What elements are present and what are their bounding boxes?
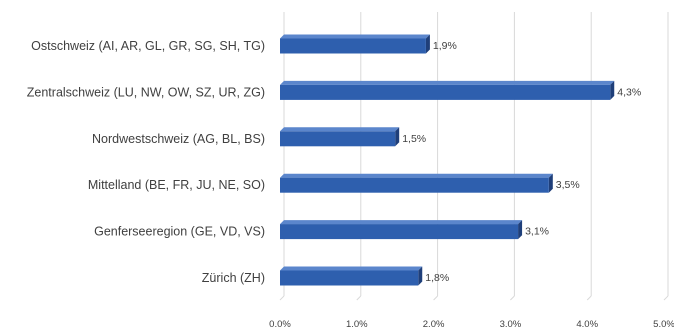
category-label: Ostschweiz (AI, AR, GL, GR, SG, SH, TG): [31, 39, 265, 53]
gridline-base: [663, 295, 669, 301]
gridline-base: [586, 295, 592, 301]
bar: [280, 266, 423, 286]
value-label: 1,5%: [402, 133, 426, 145]
bars: [280, 34, 615, 286]
gridline-base: [356, 295, 362, 301]
bar-top-face: [280, 266, 423, 271]
bar-front-face: [280, 177, 549, 193]
category-label: Mittelland (BE, FR, JU, NE, SO): [88, 178, 265, 192]
value-label: 1,9%: [433, 40, 457, 52]
category-labels: Ostschweiz (AI, AR, GL, GR, SG, SH, TG) Z…: [27, 39, 265, 285]
x-tick-label: 4.0%: [576, 319, 598, 329]
gridlines: [279, 12, 669, 301]
bar-top-face: [280, 220, 523, 225]
bar-front-face: [280, 224, 519, 240]
gridline-base: [510, 295, 515, 301]
bar-end-face: [395, 127, 400, 147]
value-label: 3,5%: [556, 179, 580, 191]
value-label: 3,1%: [525, 226, 549, 238]
x-tick-label: 0.0%: [269, 319, 291, 329]
bar-top-face: [280, 34, 430, 39]
bar-front-face: [280, 38, 426, 54]
category-label: Zentralschweiz (LU, NW, OW, SZ, UR, ZG): [27, 85, 265, 99]
bar-end-face: [610, 80, 615, 100]
category-label: Nordwestschweiz (AG, BL, BS): [92, 132, 265, 146]
bar-top-face: [280, 80, 615, 85]
bar-end-face: [548, 173, 553, 193]
bar-top-face: [280, 173, 553, 178]
x-tick-label: 1.0%: [346, 319, 368, 329]
bar-front-face: [280, 131, 396, 147]
bar: [280, 173, 553, 193]
gridline-base: [433, 295, 438, 301]
x-tick-label: 3.0%: [500, 319, 522, 329]
bar-end-face: [425, 34, 430, 54]
category-label: Zürich (ZH): [202, 271, 265, 285]
x-axis-tick-labels: 0.0% 1.0% 2.0% 3.0% 4.0% 5.0%: [269, 319, 674, 329]
bar: [280, 34, 430, 54]
x-tick-label: 2.0%: [423, 319, 445, 329]
bar: [280, 220, 523, 240]
bar: [280, 80, 615, 100]
value-label: 1,8%: [425, 272, 449, 284]
bar: [280, 127, 400, 147]
bar-end-face: [518, 220, 523, 240]
bar-front-face: [280, 270, 419, 286]
category-label: Genferseeregion (GE, VD, VS): [94, 225, 265, 239]
bar-top-face: [280, 127, 400, 132]
bar-front-face: [280, 84, 611, 100]
value-label: 4,3%: [617, 86, 641, 98]
bar-end-face: [418, 266, 423, 286]
value-labels: 1,9% 4,3% 1,5% 3,5% 3,1% 1,8%: [402, 40, 641, 284]
gridline-base: [279, 295, 285, 301]
x-tick-label: 5.0%: [653, 319, 674, 329]
